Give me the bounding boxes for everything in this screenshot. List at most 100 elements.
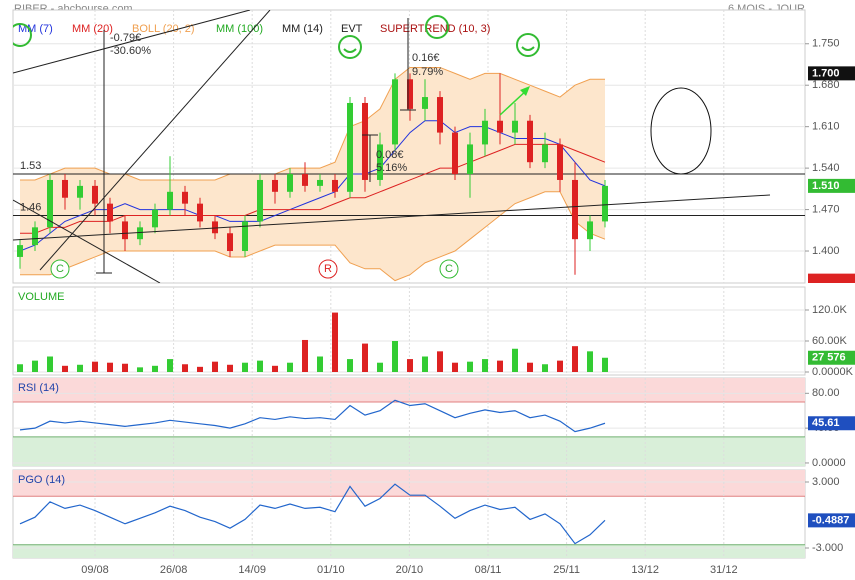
panel-body (13, 470, 805, 558)
candle-body (362, 102, 368, 180)
drawings: C R C -0.79€ -30.60% 0.16€ 9.79% 0.08€ 5… (13, 10, 771, 283)
volume-bar (122, 363, 128, 373)
candle-body (287, 174, 293, 192)
candle-body (497, 120, 503, 133)
volume-bar (287, 362, 293, 373)
candle-body (317, 179, 323, 186)
candle-body (542, 144, 548, 163)
volume-bar (197, 366, 203, 373)
volume-bar (152, 365, 158, 373)
volume-bar (77, 364, 83, 373)
x-tick-label: 14/09 (238, 564, 266, 576)
trend-line (39, 10, 271, 271)
panel-title: PGO (14) (18, 474, 65, 486)
volume-bar (272, 365, 278, 373)
y-tick-label: 1.540 (812, 162, 840, 174)
smiley (338, 35, 362, 59)
candle-body (437, 97, 443, 133)
y-tick-label: 60.00K (812, 335, 848, 347)
trend-line (13, 194, 771, 241)
signal-label: C (445, 263, 453, 275)
volume-bar (467, 361, 473, 373)
candle-body (272, 179, 278, 192)
value-badge-label: -0.4887 (812, 514, 849, 526)
volume-bar (452, 362, 458, 373)
legend-entry: SUPERTREND (10, 3) (380, 23, 490, 35)
volume-bar (362, 343, 368, 373)
legend-entry: BOLL (20, 2) (132, 23, 195, 35)
volume-bar (257, 360, 263, 373)
candle-body (122, 221, 128, 240)
candle-body (197, 203, 203, 222)
panel-body: 1.53 1.46 (13, 10, 805, 283)
annotation: 0.08€ (376, 149, 404, 161)
horizontal-line-label: 1.46 (20, 201, 41, 213)
candle-body (512, 120, 518, 133)
candle-body (242, 221, 248, 252)
indicator-line (19, 399, 606, 433)
x-tick-label: 09/08 (81, 564, 109, 576)
candle-body (422, 97, 428, 109)
volume-bar (482, 359, 488, 373)
smiley (13, 23, 32, 47)
signal-circle (50, 259, 70, 279)
candle-body (137, 227, 143, 240)
volume-bar (92, 361, 98, 373)
smiley-mouth (521, 46, 535, 51)
volume-bar (317, 356, 323, 373)
candle-body (212, 221, 218, 234)
legend-entry: MM (100) (216, 23, 263, 35)
candle-body (467, 144, 473, 175)
candle-body (257, 179, 263, 222)
volume-bar (392, 340, 398, 373)
volume-bar (377, 362, 383, 373)
volume-bar (572, 346, 578, 373)
arrow-head (520, 86, 530, 96)
candle-body (452, 132, 458, 175)
candle-body (62, 179, 68, 198)
candle-body (182, 191, 188, 204)
signal-markers (50, 259, 459, 279)
moving-average (19, 120, 606, 252)
panel-title: VOLUME (18, 291, 64, 303)
candle-body (482, 120, 488, 145)
smileys (13, 15, 540, 59)
bollinger-lower (20, 191, 606, 282)
candle-body (377, 144, 383, 180)
signal-label: C (56, 263, 64, 275)
candle-body (92, 185, 98, 204)
value-badge (808, 350, 855, 365)
candle-body (587, 221, 593, 240)
x-tick-label: 13/12 (631, 564, 659, 576)
y-tick-label: 0.0000K (812, 366, 854, 378)
value-badge-label: 1.510 (812, 180, 840, 192)
plot-layers: 1.53 1.46 1.750 1.680 1.610 1.540 1.470 1.400 MM… (12, 9, 855, 576)
volume-bar (512, 348, 518, 373)
volume-bar (137, 367, 143, 373)
volume-bar (302, 339, 308, 373)
x-tick-label: 01/10 (317, 564, 345, 576)
panel-body (13, 378, 805, 466)
candle-body (302, 174, 308, 186)
volume-bar (62, 365, 68, 373)
y-tick-label: 1.750 (812, 38, 840, 50)
volume-bar (407, 359, 413, 373)
y-tick-label: 0.0000 (812, 457, 846, 469)
volume-bar (17, 364, 23, 373)
signal-label: R (324, 263, 332, 275)
value-badge-label: 27 576 (812, 352, 846, 364)
candle-body (332, 179, 338, 192)
volume-bar (167, 359, 173, 373)
volume-bar (212, 361, 218, 373)
value-badge (808, 66, 855, 81)
volume-bar (32, 360, 38, 373)
volume-bar (542, 364, 548, 373)
volume-bar (227, 364, 233, 373)
volume-bar (347, 359, 353, 373)
volume-bar (422, 356, 428, 373)
indicator-line (19, 483, 606, 545)
moving-average (20, 143, 606, 234)
x-tick-label: 20/10 (396, 564, 424, 576)
y-tick-label: 3.000 (812, 476, 840, 488)
